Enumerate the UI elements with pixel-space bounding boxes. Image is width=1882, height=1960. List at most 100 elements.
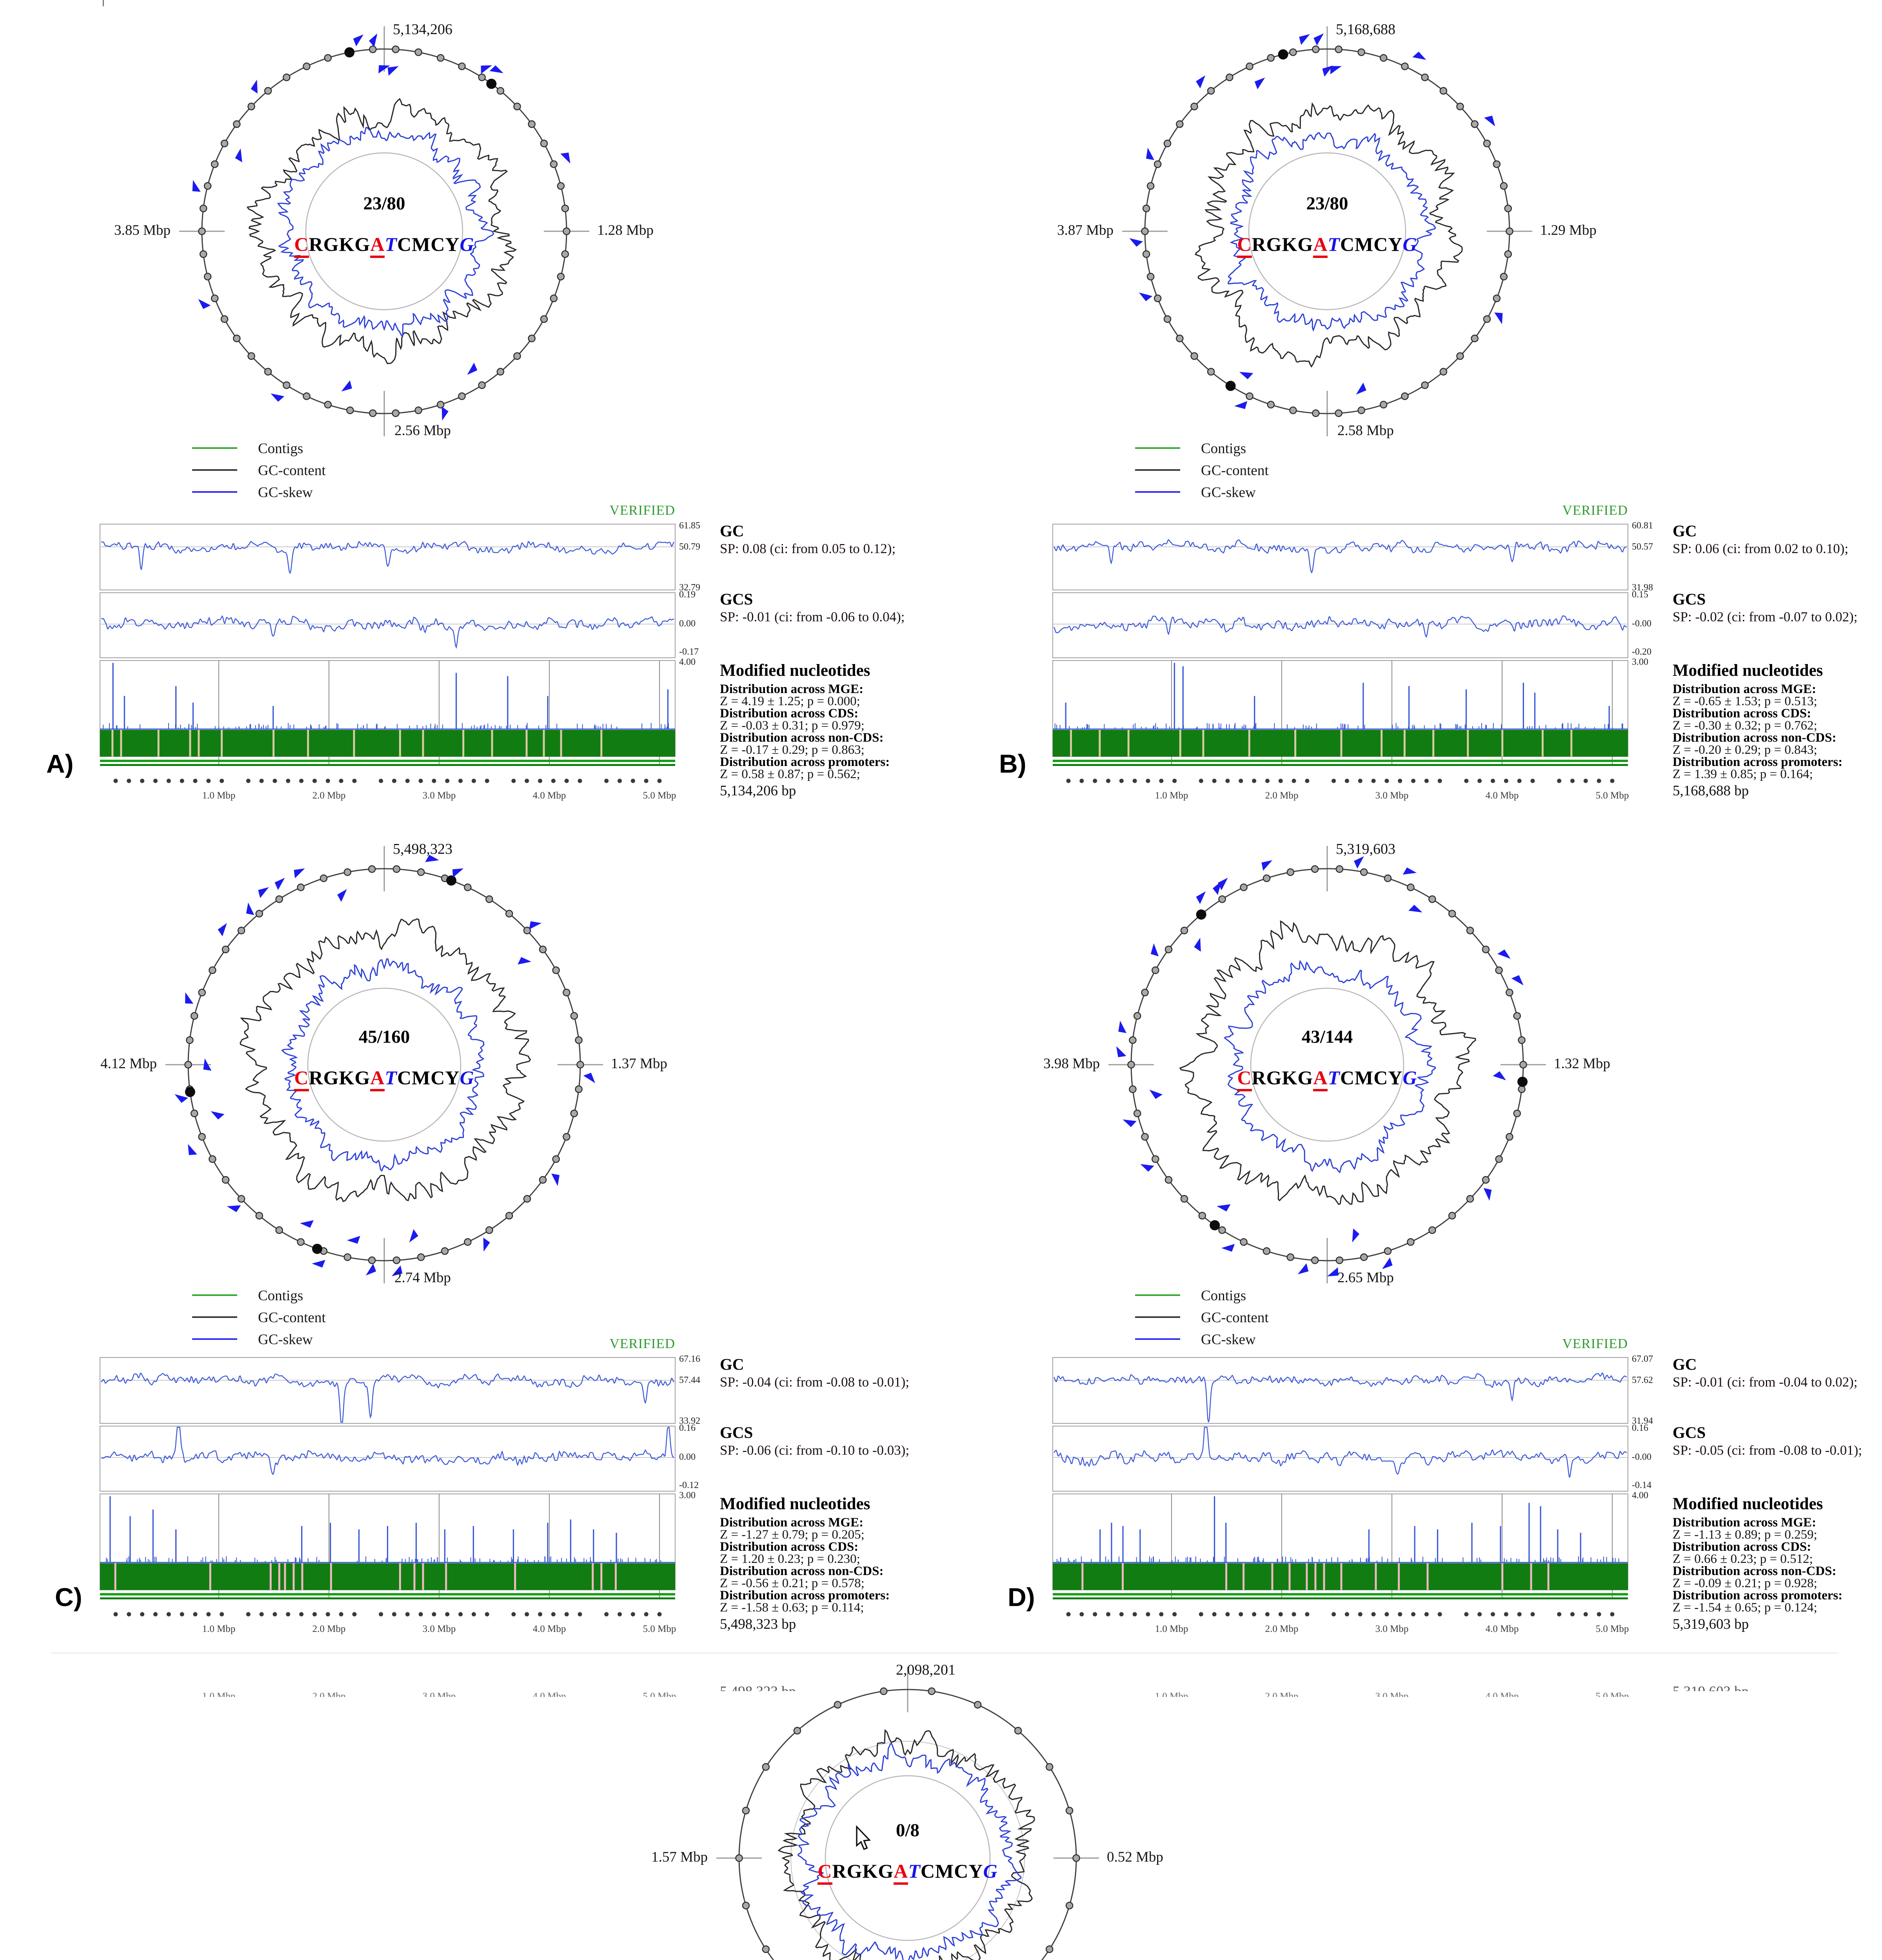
motif-segment: CMCY bbox=[1340, 1067, 1403, 1089]
x-axis-tick-label: 3.0 Mbp bbox=[1375, 1624, 1409, 1634]
track-axis-value: 57.44 bbox=[679, 1375, 700, 1385]
motif-segment: G bbox=[460, 233, 474, 255]
panel-letter-B: B) bbox=[999, 749, 1026, 778]
distribution-header: Distribution across MGE: bbox=[1673, 1515, 1817, 1530]
legend-contigs-line bbox=[1135, 1294, 1180, 1296]
verified-badge: VERIFIED bbox=[609, 503, 675, 518]
motif-segment: G bbox=[460, 1067, 474, 1089]
legend-contigs-label: Contigs bbox=[1201, 1288, 1246, 1304]
gc-section-title: GC bbox=[720, 1355, 744, 1373]
modified-nucleotides-title: Modified nucleotides bbox=[720, 1495, 870, 1513]
gc-section-title: GC bbox=[1673, 1355, 1697, 1373]
legend-gc-content-line bbox=[192, 1316, 237, 1318]
origin-label: 5,319,603 bbox=[1336, 841, 1395, 857]
track-axis-value: 0.16 bbox=[679, 1423, 696, 1433]
x-axis-tick-label: 5.0 Mbp bbox=[1595, 790, 1629, 801]
track-axis-value: 60.81 bbox=[1632, 521, 1653, 531]
gc-section-title: GC bbox=[1673, 522, 1697, 540]
x-axis-tick-label-duplicate: 3.0 Mbp bbox=[422, 1691, 456, 1697]
x-axis-tick-label-duplicate: 5.0 Mbp bbox=[1595, 1691, 1629, 1697]
track-axis-value: 4.00 bbox=[679, 657, 696, 667]
motif-segment: RGKG bbox=[832, 1860, 894, 1882]
gcs-sp-stat: SP: -0.02 (ci: from -0.07 to 0.02); bbox=[1673, 609, 1858, 624]
verified-badge: VERIFIED bbox=[1562, 1336, 1628, 1351]
motif-segment: G bbox=[983, 1860, 998, 1882]
motif-segment: G bbox=[1402, 233, 1417, 255]
x-axis-tick-label-duplicate: 5.0 Mbp bbox=[643, 1691, 676, 1697]
distribution-header: Distribution across CDS: bbox=[720, 706, 859, 720]
legend-contigs-label: Contigs bbox=[258, 1288, 303, 1304]
legend-contigs-line bbox=[192, 447, 237, 449]
track-axis-value: 67.16 bbox=[679, 1354, 700, 1364]
motif-segment: A bbox=[370, 1067, 385, 1091]
x-axis-tick-label-duplicate: 3.0 Mbp bbox=[1375, 1691, 1409, 1697]
gc-section-title: GC bbox=[720, 522, 744, 540]
distribution-header: Distribution across promoters: bbox=[720, 755, 890, 769]
motif-segment: A bbox=[894, 1860, 908, 1885]
motif-segment: C bbox=[294, 1067, 309, 1091]
x-axis-tick-label: 3.0 Mbp bbox=[422, 1624, 456, 1634]
mbp-left-label: 1.57 Mbp bbox=[651, 1849, 708, 1865]
modified-nucleotides-title: Modified nucleotides bbox=[720, 661, 870, 680]
x-axis-tick-label-duplicate: 1.0 Mbp bbox=[202, 1691, 236, 1697]
x-axis-tick-label: 4.0 Mbp bbox=[1485, 790, 1519, 801]
distribution-header: Distribution across promoters: bbox=[720, 1588, 890, 1602]
track-axis-value: -0.14 bbox=[1632, 1480, 1651, 1490]
track-axis-value: 67.07 bbox=[1632, 1354, 1653, 1364]
distribution-header: Distribution across non-CDS: bbox=[1673, 1564, 1837, 1578]
genome-size-bp-duplicate: 5,319,603 bp bbox=[1673, 1683, 1749, 1691]
track-axis-value: -0.00 bbox=[1632, 619, 1651, 629]
recognition-motif: CRGKGATCMCYG bbox=[1202, 233, 1453, 258]
x-axis-tick-label: 3.0 Mbp bbox=[422, 790, 456, 801]
distribution-z-stat: Z = 0.58 ± 0.87; p = 0.562; bbox=[720, 767, 860, 781]
motif-segment: T bbox=[1328, 233, 1340, 255]
track-axis-value: 57.62 bbox=[1632, 1375, 1653, 1385]
legend-gc-skew-label: GC-skew bbox=[1201, 485, 1256, 501]
distribution-header: Distribution across promoters: bbox=[1673, 755, 1843, 769]
distribution-header: Distribution across MGE: bbox=[720, 1515, 864, 1530]
verified-count: 23/80 bbox=[363, 193, 405, 214]
x-axis-tick-label: 3.0 Mbp bbox=[1375, 790, 1409, 801]
genome-size-bp-duplicate: 5,498,323 bp bbox=[720, 1683, 796, 1691]
track-axis-value: 31.94 bbox=[1632, 1416, 1653, 1426]
gcs-sp-stat: SP: -0.01 (ci: from -0.06 to 0.04); bbox=[720, 609, 905, 624]
legend-gc-content-label: GC-content bbox=[1201, 463, 1269, 479]
x-axis-tick-label: 2.0 Mbp bbox=[1265, 790, 1299, 801]
x-axis-tick-label: 1.0 Mbp bbox=[202, 1624, 236, 1634]
distribution-header: Distribution across non-CDS: bbox=[720, 1564, 884, 1578]
track-axis-value: -0.20 bbox=[1632, 647, 1651, 657]
track-axis-value: 0.19 bbox=[679, 590, 696, 600]
track-axis-value: -0.12 bbox=[679, 1480, 699, 1490]
distribution-z-stat: Z = -1.27 ± 0.79; p = 0.205; bbox=[720, 1528, 865, 1542]
track-axis-value: 31.98 bbox=[1632, 583, 1653, 593]
recognition-motif: CRGKGATCMCYG bbox=[259, 233, 510, 258]
x-axis-tick-label: 1.0 Mbp bbox=[1155, 1624, 1188, 1634]
gc-sp-stat: SP: -0.04 (ci: from -0.08 to -0.01); bbox=[720, 1374, 910, 1390]
gc-sp-stat: SP: 0.06 (ci: from 0.02 to 0.10); bbox=[1673, 541, 1849, 556]
distribution-header: Distribution across promoters: bbox=[1673, 1588, 1843, 1602]
distribution-header: Distribution across MGE: bbox=[1673, 682, 1817, 696]
distribution-z-stat: Z = -0.09 ± 0.21; p = 0.928; bbox=[1673, 1576, 1817, 1590]
motif-segment: RGKG bbox=[1252, 233, 1313, 255]
track-axis-value: 3.00 bbox=[679, 1490, 696, 1501]
distribution-header: Distribution across CDS: bbox=[1673, 706, 1811, 720]
genome-size-bp: 5,134,206 bp bbox=[720, 783, 796, 799]
panel-letter-C: C) bbox=[55, 1583, 82, 1612]
motif-segment: CMCY bbox=[920, 1860, 983, 1882]
recognition-motif: CRGKGATCMCYG bbox=[782, 1860, 1033, 1885]
motif-segment: CMCY bbox=[397, 233, 460, 255]
x-axis-tick-label-duplicate: 2.0 Mbp bbox=[1265, 1691, 1299, 1697]
recognition-motif: CRGKGATCMCYG bbox=[1202, 1066, 1453, 1091]
x-axis-tick-label: 5.0 Mbp bbox=[643, 790, 676, 801]
track-axis-value: 50.79 bbox=[679, 542, 700, 552]
motif-segment: T bbox=[908, 1860, 921, 1882]
mbp-right-label: 1.29 Mbp bbox=[1540, 222, 1597, 238]
distribution-z-stat: Z = -0.20 ± 0.29; p = 0.843; bbox=[1673, 743, 1817, 757]
legend-gc-content-label: GC-content bbox=[258, 1310, 326, 1326]
track-axis-value: 0.15 bbox=[1632, 590, 1648, 600]
track-axis-value: 4.00 bbox=[1632, 1490, 1648, 1501]
track-axis-value: 32.79 bbox=[679, 583, 700, 593]
x-axis-tick-label: 2.0 Mbp bbox=[312, 790, 346, 801]
